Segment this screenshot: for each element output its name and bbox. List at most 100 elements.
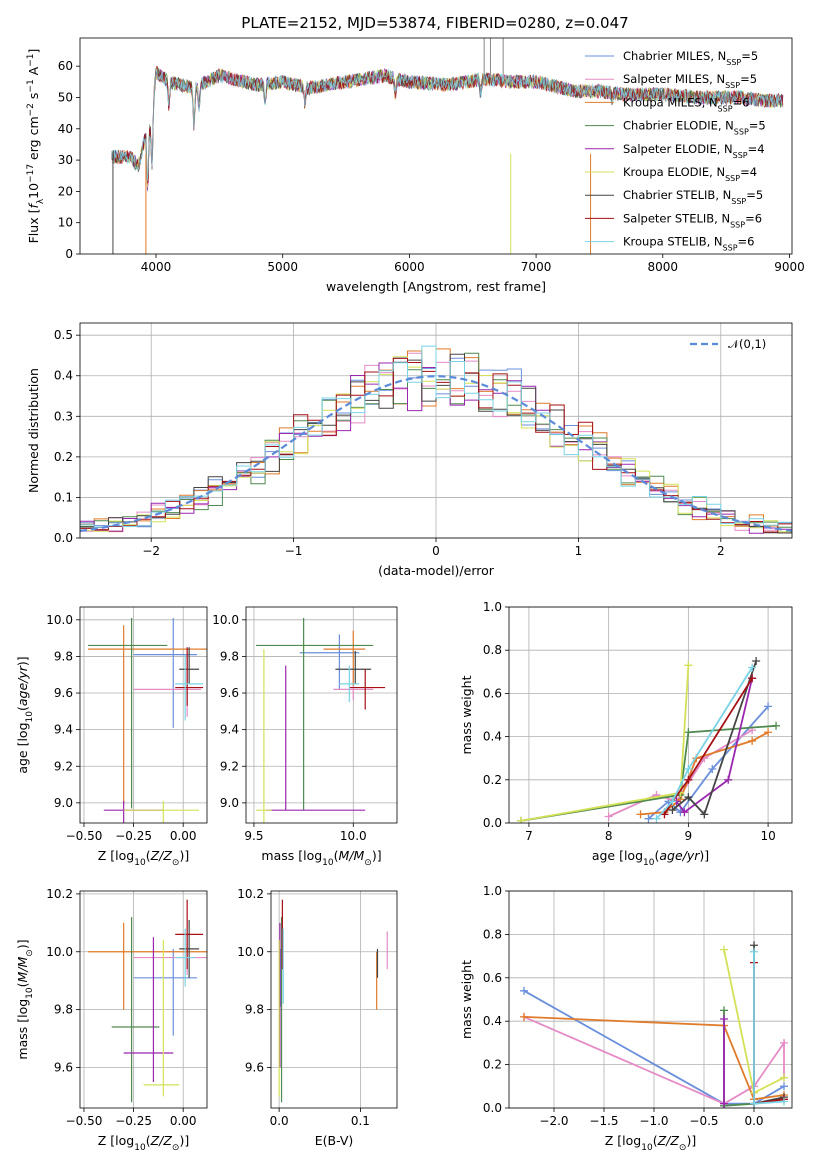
weight-marker <box>684 728 693 737</box>
label-part: Flux [ <box>26 209 41 244</box>
label-part: Z [log <box>98 1133 134 1148</box>
x-tick-label: 2 <box>717 544 725 558</box>
gaussian-reference-line <box>80 375 792 532</box>
y-tick-label: 9.4 <box>54 723 73 737</box>
label-part: ( <box>15 982 30 987</box>
weight-marker <box>668 806 677 815</box>
label-part: erg cm <box>26 116 41 164</box>
residuals-frame <box>79 322 793 539</box>
spectrum-ticks: 4000 5000 6000 7000 8000 9000 0 10 20 30 40 50 60 <box>58 59 805 274</box>
label-part: 10 <box>134 1143 146 1153</box>
mass_age-xlabel: mass [log10(M/M⊙)] <box>261 848 381 868</box>
legend-value: =6 <box>733 95 750 109</box>
y-tick-label: 10.2 <box>237 887 264 901</box>
y-tick-label: 50 <box>58 90 73 104</box>
mass_z-ticks: −0.50 −0.25 0.00 9.6 9.8 10.0 10.2 <box>46 887 196 1128</box>
errorbar-point <box>133 948 198 1036</box>
y-tick-label: 0.5 <box>54 328 73 342</box>
legend-name: Chabrier ELODIE, N <box>623 119 734 133</box>
y-tick-label: 0.6 <box>483 686 502 700</box>
legend-value: =4 <box>740 165 757 179</box>
label-part: ⊙ <box>25 949 35 957</box>
errorbar-point <box>111 917 160 1103</box>
errorbar-point <box>299 634 360 690</box>
legend-name: Kroupa STELIB, N <box>623 235 723 249</box>
errorbar-point <box>123 937 174 1082</box>
mass_ebv-axes: 0.0 0.1 9.6 9.8 10.0 10.2 <box>237 887 397 1128</box>
weight-marker <box>750 947 758 956</box>
y-tick-label: 9.6 <box>220 686 239 700</box>
errorbar-point <box>179 647 200 684</box>
y-tick-label: 9.8 <box>54 649 73 663</box>
label-part: −2 <box>26 103 36 116</box>
mass_z-ylabel: mass [log10(M/M⊙)] <box>15 939 35 1059</box>
legend-label: Kroupa MILES, NSSP=6 <box>623 95 749 113</box>
weight-marker <box>720 1015 728 1024</box>
z_weight-ticks: −2.0 −1.5 −1.0 −0.5 0.0 0.0 0.2 0.4 0.6 0.8 1.0 <box>483 884 764 1128</box>
errorbar-point <box>323 630 366 686</box>
x-tick-label: 9 <box>685 829 693 843</box>
legend-name: Kroupa MILES, N <box>623 95 718 109</box>
y-tick-label: 10.2 <box>46 887 73 901</box>
y-tick-label: 0.0 <box>483 1101 502 1115</box>
y-tick-label: 0.3 <box>54 409 73 423</box>
errorbar-point <box>143 940 180 1097</box>
age_weight-frame <box>508 606 793 824</box>
x-tick-label: −0.50 <box>66 829 103 843</box>
x-tick-label: −0.25 <box>115 829 152 843</box>
residual-hist-step <box>80 345 792 532</box>
legend-value: =4 <box>748 142 765 156</box>
legend-sub: SSP <box>723 243 738 252</box>
x-tick-label: 0.00 <box>170 1114 197 1128</box>
legend-sub: SSP <box>733 150 748 159</box>
errorbar-point <box>87 625 207 805</box>
label-part: ( <box>653 1133 658 1148</box>
label-part: 10 <box>134 858 146 868</box>
weight-marker <box>720 1099 728 1108</box>
y-tick-label: 0 <box>65 247 73 261</box>
z_weight-xlabel: Z [log10(Z/Z⊙)] <box>605 1133 696 1153</box>
label-part: ( <box>654 848 659 863</box>
label-part: )] <box>372 848 382 863</box>
x-tick-label: 10 <box>760 829 775 843</box>
label-part: E(B-V) <box>315 1133 354 1148</box>
x-tick-label: −1.0 <box>639 1114 668 1128</box>
spectrum-frame <box>79 37 793 255</box>
label-part: 10 <box>641 1143 653 1153</box>
x-tick-label: 0.0 <box>744 1114 763 1128</box>
z_age-ylabel: age [log10(age/yr)] <box>15 656 35 773</box>
residuals-ticks: −2 −1 0 1 2 0.0 0.1 0.2 0.3 0.4 0.5 <box>54 328 725 558</box>
errorbar-point <box>255 617 374 811</box>
weight-marker <box>748 736 757 745</box>
label-part: λ <box>36 198 46 204</box>
z_age-xlabel: Z [log10(Z/Z⊙)] <box>98 848 189 868</box>
x-tick-label: −2.0 <box>539 1114 568 1128</box>
legend-value: =5 <box>746 188 763 202</box>
label-part: ( <box>146 848 151 863</box>
legend-value: =5 <box>740 72 757 86</box>
weight-marker <box>708 765 717 773</box>
age_weight-xlabel: age [log10(age/yr)] <box>592 848 709 868</box>
y-tick-label: 10 <box>58 216 73 230</box>
weight-marker <box>684 775 693 784</box>
legend-sub: SSP <box>725 81 740 90</box>
label-part: ⊙ <box>679 1143 687 1153</box>
label-part: Z/Z <box>150 1133 173 1148</box>
y-tick-label: 20 <box>58 184 73 198</box>
label-part: A <box>26 66 41 79</box>
weight-marker <box>668 797 677 806</box>
y-tick-label: 0.4 <box>483 730 502 744</box>
errorbar-point <box>175 928 196 987</box>
legend-entry: Salpeter STELIB, NSSP=6 <box>585 211 762 229</box>
x-tick-label: 9000 <box>774 260 805 274</box>
legend-sub: SSP <box>726 58 741 67</box>
mass_z-grid <box>80 891 207 1108</box>
label-part: age [log <box>15 722 30 773</box>
x-tick-label: 4000 <box>141 260 172 274</box>
errorbar-point <box>87 617 168 809</box>
label-part: M/M <box>339 848 365 863</box>
legend-entry: Kroupa MILES, NSSP=6 <box>585 95 749 113</box>
legend-name: Salpeter ELODIE, N <box>623 142 733 156</box>
y-tick-label: 9.6 <box>245 1060 264 1074</box>
residuals-ylabel: Normed distribution <box>26 368 41 493</box>
